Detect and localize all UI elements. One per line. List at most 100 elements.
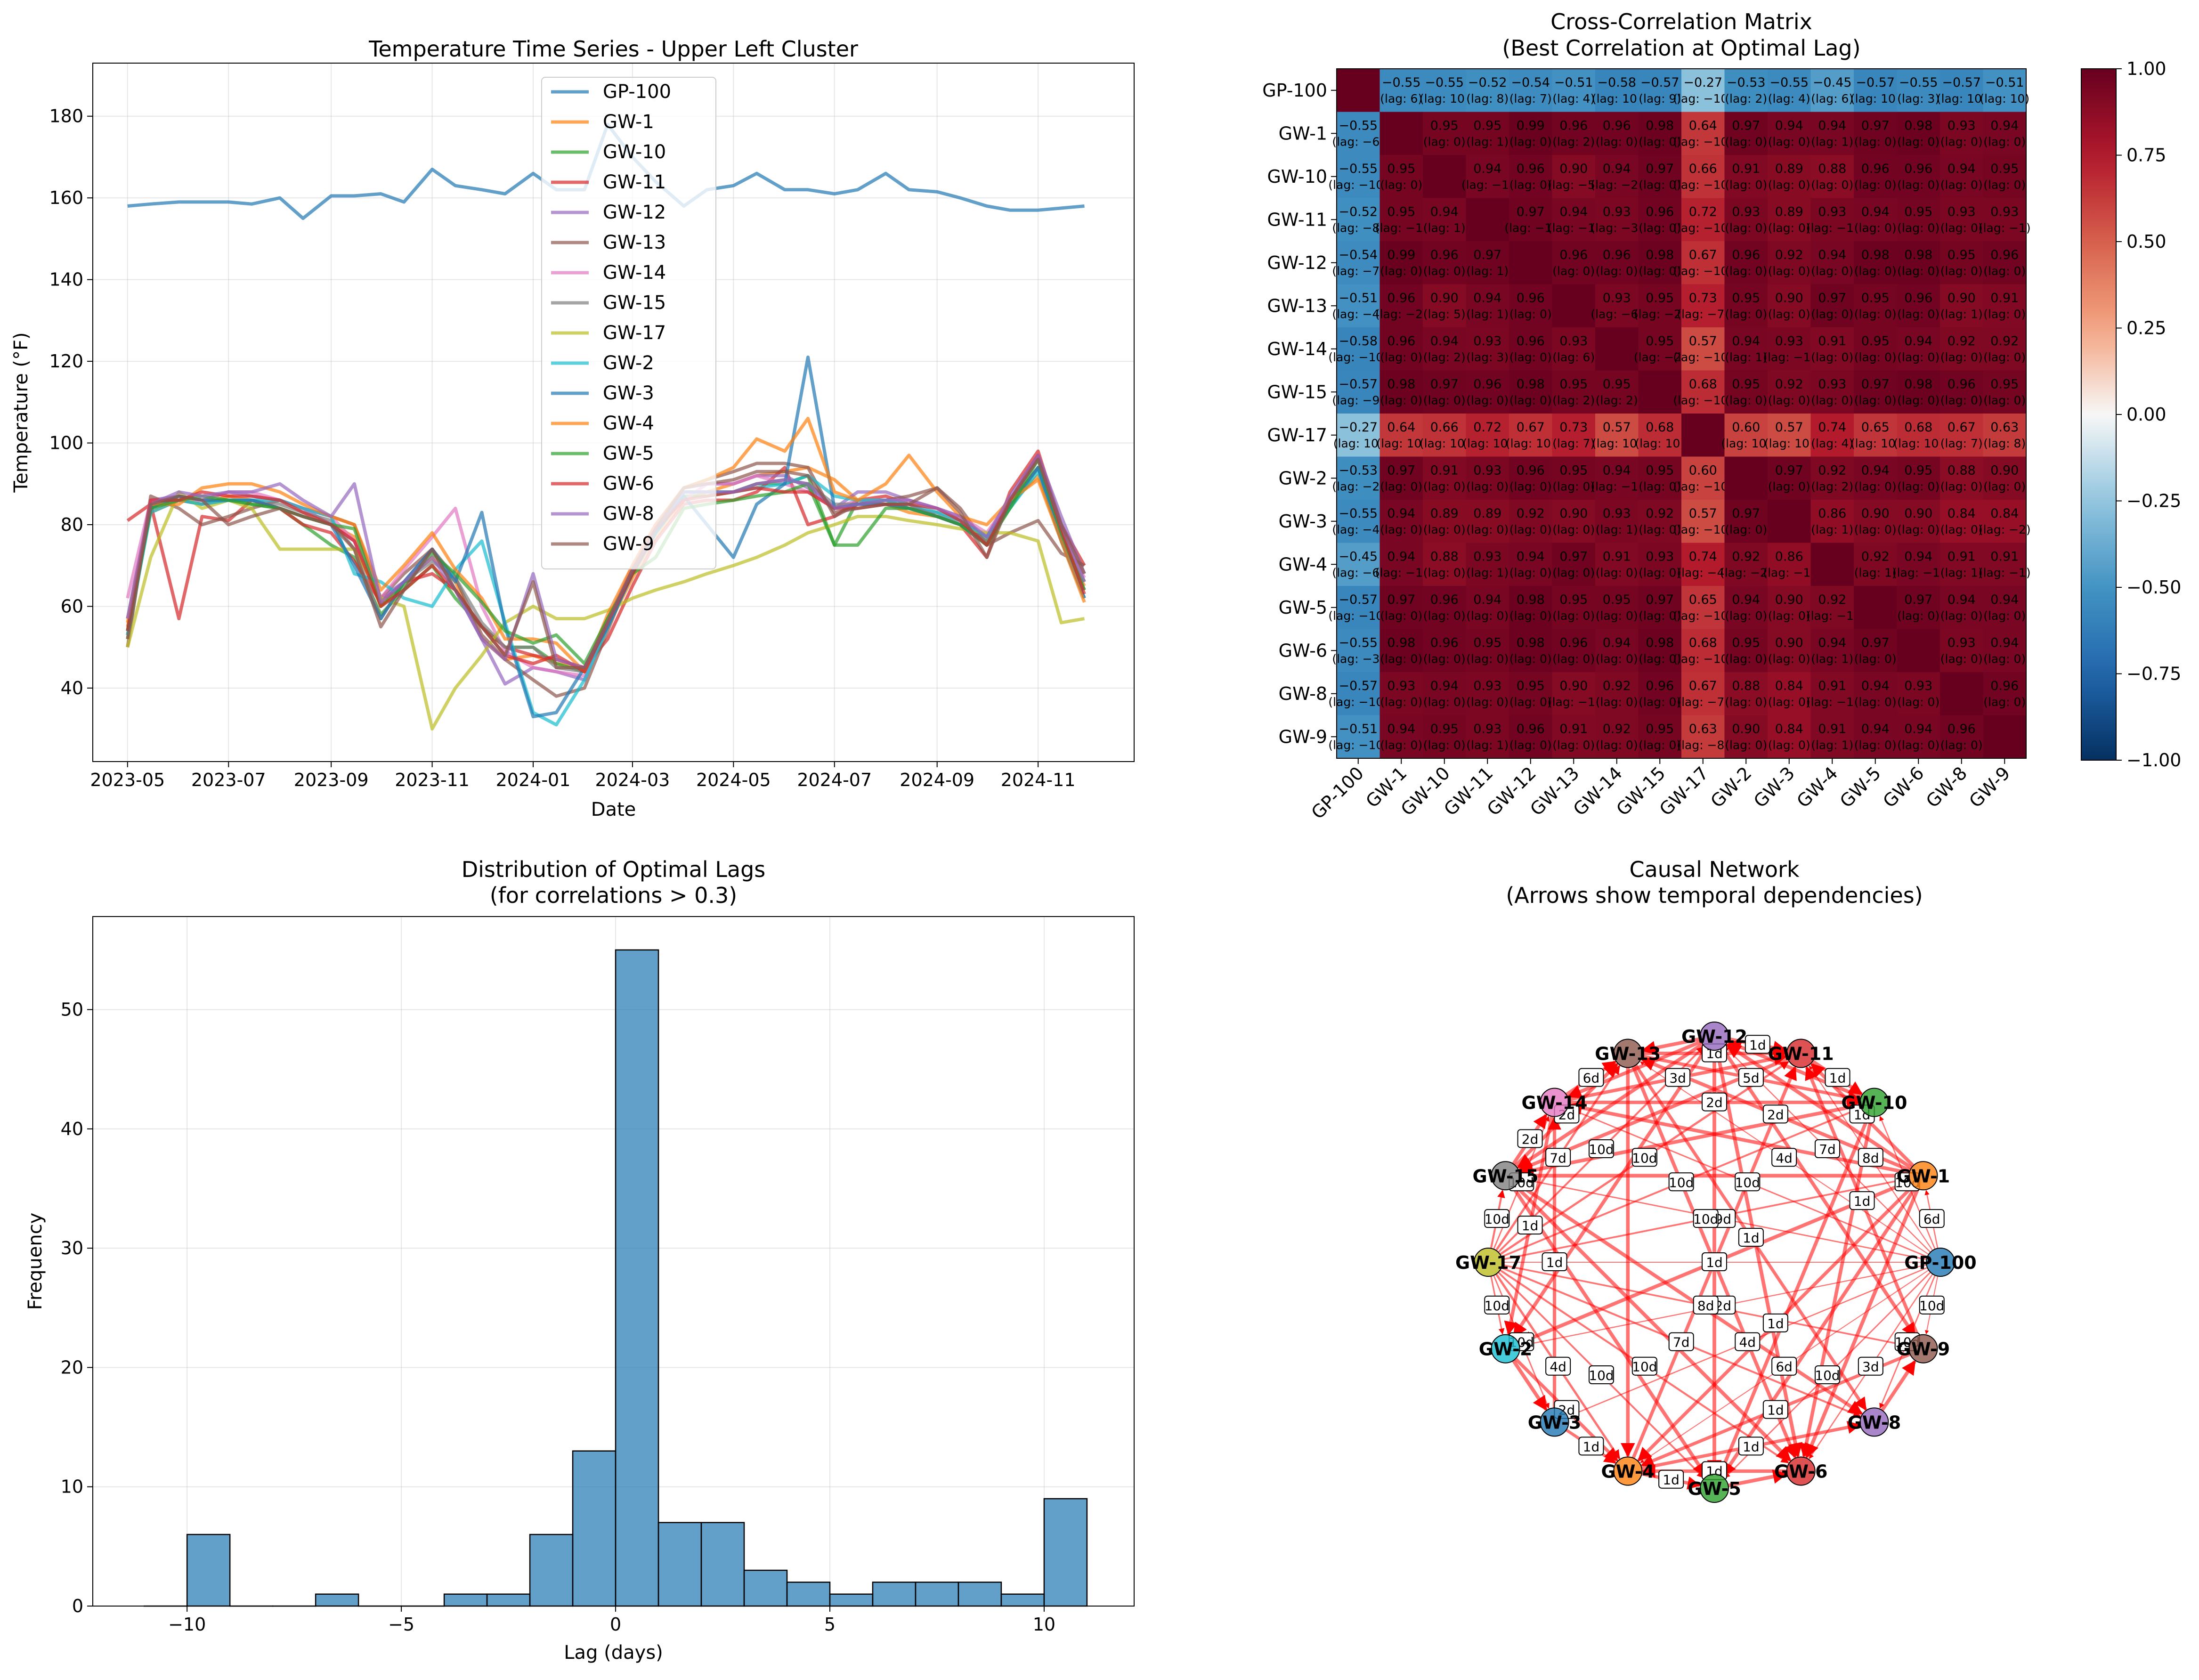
histogram-bar bbox=[743, 1569, 788, 1607]
histogram-bar bbox=[1000, 1593, 1045, 1607]
cell-lag: (lag: 0) bbox=[1768, 739, 1810, 752]
cell-value: 0.95 bbox=[1990, 377, 2019, 392]
heatmap-cell bbox=[1595, 672, 1639, 715]
heatmap-cell bbox=[1768, 69, 1811, 112]
cell-value: −0.58 bbox=[1339, 334, 1378, 349]
heatmap-cell bbox=[1897, 629, 1940, 673]
cell-lag: (lag: 0) bbox=[1509, 523, 1552, 536]
cell-value: 0.88 bbox=[1818, 162, 1846, 176]
heatmap-cell bbox=[1940, 69, 1983, 112]
cell-value: 0.91 bbox=[1732, 162, 1760, 176]
heatmap-cell bbox=[1724, 241, 1768, 284]
edge-label: 7d bbox=[1673, 1335, 1690, 1350]
heatmap-cell bbox=[1810, 69, 1854, 112]
heatmap-cell bbox=[1509, 327, 1552, 371]
x-tick-label: 2023-05 bbox=[90, 770, 165, 790]
cell-lag: (lag: −7) bbox=[1677, 695, 1729, 709]
cell-value: 0.93 bbox=[1818, 377, 1846, 392]
cell-value: 0.95 bbox=[1646, 334, 1674, 349]
cell-value: 0.90 bbox=[1947, 291, 1976, 306]
cell-lag: (lag: 0) bbox=[1639, 178, 1681, 192]
heatmap-cell bbox=[1681, 715, 1725, 759]
cell-value: 0.94 bbox=[1603, 463, 1631, 478]
cell-value: 0.95 bbox=[1387, 162, 1415, 176]
cell-lag: (lag: 0) bbox=[1380, 609, 1422, 623]
histogram-bar bbox=[786, 1582, 831, 1607]
heatmap-cell bbox=[1768, 112, 1811, 155]
cell-lag: (lag: 0) bbox=[1380, 523, 1422, 536]
heatmap-cell bbox=[1379, 715, 1423, 759]
heatmap-cell bbox=[1337, 715, 1380, 759]
node-label: GW-17 bbox=[1455, 1252, 1521, 1273]
edge-label-box bbox=[1578, 1068, 1604, 1087]
cell-value: 0.90 bbox=[1430, 291, 1459, 306]
cell-lag: (lag: −10) bbox=[1673, 652, 1733, 666]
cell-value: 0.93 bbox=[1473, 722, 1501, 737]
histogram-bar bbox=[486, 1593, 531, 1607]
cell-value: 0.84 bbox=[1775, 679, 1803, 693]
network-edge bbox=[1725, 1043, 1913, 1169]
node-label: GW-9 bbox=[1897, 1339, 1950, 1360]
cell-value: −0.53 bbox=[1339, 463, 1378, 478]
cell-lag: (lag: −1) bbox=[1763, 566, 1815, 580]
cell-value: 0.95 bbox=[1559, 592, 1588, 607]
heatmap-cell bbox=[1724, 327, 1768, 371]
network-node bbox=[1474, 1248, 1503, 1277]
heatmap-cell bbox=[1509, 370, 1552, 414]
cell-lag: (lag: 0) bbox=[1940, 264, 1983, 278]
cell-lag: (lag: 0) bbox=[1897, 609, 1939, 623]
cell-lag: (lag: −4) bbox=[1677, 566, 1729, 580]
edge-label: 1d bbox=[1767, 1316, 1784, 1331]
cell-value: 0.73 bbox=[1689, 291, 1717, 306]
cell-value: 0.91 bbox=[1947, 550, 1976, 564]
cell-value: 0.60 bbox=[1689, 463, 1717, 478]
heatmap-cell bbox=[1681, 456, 1725, 500]
cell-lag: (lag: 10) bbox=[1333, 437, 1383, 450]
heatmap-cell bbox=[1681, 241, 1725, 284]
cell-value: 0.96 bbox=[1517, 162, 1545, 176]
node-label: GW-6 bbox=[1774, 1461, 1828, 1482]
heatmap-cell bbox=[1466, 543, 1509, 586]
cell-lag: (lag: 0) bbox=[1509, 135, 1552, 149]
cell-lag: (lag: 0) bbox=[1854, 308, 1897, 321]
cell-lag: (lag: 0) bbox=[1725, 308, 1767, 321]
cell-value: 0.89 bbox=[1775, 205, 1803, 219]
heatmap-cell bbox=[1724, 456, 1768, 500]
cell-value: 0.91 bbox=[1559, 722, 1588, 737]
network-edge bbox=[1721, 1186, 1917, 1477]
cell-lag: (lag: 0) bbox=[1983, 264, 2026, 278]
edge-label-box bbox=[1702, 1252, 1727, 1271]
cell-value: 0.94 bbox=[1517, 550, 1545, 564]
cell-value: 0.91 bbox=[1818, 722, 1846, 737]
cell-lag: (lag: 0) bbox=[1725, 523, 1767, 536]
heatmap-cell bbox=[1810, 414, 1854, 457]
cell-value: 0.96 bbox=[1947, 722, 1976, 737]
edge-label-box bbox=[1858, 1148, 1883, 1167]
cell-lag: (lag: 2) bbox=[1811, 480, 1853, 494]
colorbar-tick-label: 0.00 bbox=[2126, 404, 2167, 425]
cell-value: 0.96 bbox=[1990, 248, 2019, 262]
cell-value: 0.96 bbox=[1990, 679, 2019, 693]
heatmap-cell bbox=[1768, 543, 1811, 586]
heatmap-cell bbox=[1768, 414, 1811, 457]
cell-value: 0.95 bbox=[1430, 119, 1459, 133]
cell-lag: (lag: 8) bbox=[1466, 92, 1509, 106]
cell-value: 0.97 bbox=[1904, 592, 1932, 607]
heatmap-cell bbox=[1638, 672, 1682, 715]
cell-value: 0.96 bbox=[1517, 463, 1545, 478]
cell-value: 0.96 bbox=[1603, 119, 1631, 133]
cell-value: 0.95 bbox=[1990, 162, 2019, 176]
heatmap-cell bbox=[1423, 198, 1466, 242]
y-tick-label: 0 bbox=[72, 1596, 83, 1616]
heatmap-cell bbox=[1940, 629, 1983, 673]
heatmap-cell bbox=[1552, 370, 1596, 414]
cell-value: 0.94 bbox=[1818, 636, 1846, 650]
cell-lag: (lag: 10) bbox=[1376, 437, 1426, 450]
network-node bbox=[1540, 1088, 1569, 1117]
heatmap-cell bbox=[1638, 629, 1682, 673]
heatmap-cell bbox=[1897, 586, 1940, 629]
row-label: GW-1 bbox=[1279, 123, 1327, 144]
cell-lag: (lag: 0) bbox=[1466, 394, 1509, 407]
cell-lag: (lag: 1) bbox=[1811, 523, 1853, 536]
node-label: GW-14 bbox=[1522, 1093, 1588, 1113]
